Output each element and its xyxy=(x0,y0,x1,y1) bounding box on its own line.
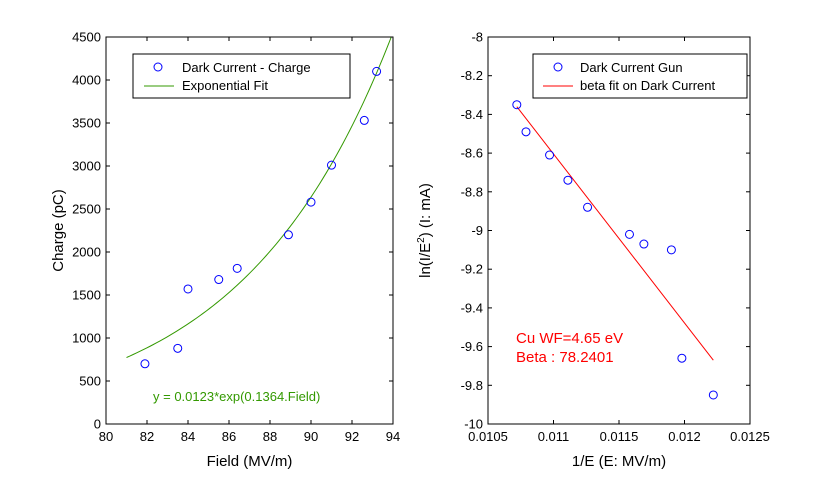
left-x-axis-label: Field (MV/m) xyxy=(207,453,293,470)
fit-line xyxy=(516,106,714,361)
right-plot-frame xyxy=(487,36,751,425)
left-legend: Dark Current - Charge Exponential Fit xyxy=(132,53,351,99)
right-y-tick-label: -9.2 xyxy=(461,262,483,277)
right-y-tick-label: -8.2 xyxy=(461,68,483,83)
right-fit-line xyxy=(516,106,714,361)
data-point xyxy=(521,127,531,137)
left-legend-label-charge: Dark Current - Charge xyxy=(182,60,311,75)
left-y-tick-label: 0 xyxy=(94,417,101,432)
fit-line xyxy=(126,36,392,358)
right-legend-marker xyxy=(553,62,563,72)
left-y-tick-label: 500 xyxy=(79,374,101,389)
left-y-tick-label: 4000 xyxy=(72,73,101,88)
right-y-tick-labels: -10 -9.8 -9.6 -9.4 -9.2 -9 -8.8 -8.6 -8.… xyxy=(461,30,483,432)
right-annotation-work-function: Cu WF=4.65 eV xyxy=(516,330,623,347)
left-chart: 80 82 84 86 88 90 92 94 0 500 1000 1500 … xyxy=(50,30,400,471)
left-legend-marker xyxy=(153,62,163,72)
right-y-axis-label-part: ln(I/E xyxy=(417,243,434,278)
data-point xyxy=(624,229,634,239)
left-fit-line xyxy=(126,36,392,358)
left-y-axis-label: Charge (pC) xyxy=(50,189,67,272)
data-point xyxy=(283,230,293,240)
right-x-tick-labels: 0.0105 0.011 0.0115 0.012 0.0125 xyxy=(468,429,770,444)
right-y-tick-label: -9.4 xyxy=(461,300,483,315)
data-point xyxy=(666,245,676,255)
data-point xyxy=(140,359,150,369)
right-y-tick-label: -10 xyxy=(464,417,483,432)
left-legend-label-fit: Exponential Fit xyxy=(182,78,268,93)
right-annotation-beta: Beta : 78.2401 xyxy=(516,349,614,366)
left-x-tick-label: 94 xyxy=(386,429,400,444)
right-legend-label-data: Dark Current Gun xyxy=(580,60,683,75)
left-x-tick-label: 90 xyxy=(304,429,318,444)
left-x-tick-label: 92 xyxy=(345,429,359,444)
left-y-tick-label: 3000 xyxy=(72,159,101,174)
data-point xyxy=(173,343,183,353)
data-point xyxy=(512,100,522,110)
data-point xyxy=(183,284,193,294)
right-y-axis-label: ln(I/E2) (I: mA) xyxy=(416,183,434,278)
data-point xyxy=(677,353,687,363)
left-y-tick-label: 1000 xyxy=(72,331,101,346)
data-point xyxy=(306,197,316,207)
data-point xyxy=(583,202,593,212)
data-point xyxy=(232,263,242,273)
right-legend: Dark Current Gun beta fit on Dark Curren… xyxy=(532,53,748,99)
data-point xyxy=(327,160,336,170)
left-y-tick-label: 4500 xyxy=(72,30,101,45)
right-x-tick-label: 0.0125 xyxy=(730,429,770,444)
left-x-tick-label: 88 xyxy=(263,429,277,444)
right-chart: 0.0105 0.011 0.0115 0.012 0.0125 -10 -9.… xyxy=(416,30,770,471)
left-y-tick-label: 1500 xyxy=(72,288,101,303)
right-legend-label-fit: beta fit on Dark Current xyxy=(580,78,716,93)
right-y-axis-label-superscript: 2 xyxy=(416,237,427,243)
data-point xyxy=(372,66,382,76)
data-point xyxy=(563,175,573,185)
right-y-axis-label-part: ) (I: mA) xyxy=(417,183,434,237)
data-point xyxy=(359,115,369,125)
right-y-tick-label: -9.8 xyxy=(461,378,483,393)
right-y-tick-label: -8.8 xyxy=(461,184,483,199)
right-plot-background xyxy=(488,37,750,424)
data-point xyxy=(545,150,555,160)
left-legend-box xyxy=(132,53,351,99)
left-x-tick-label: 82 xyxy=(140,429,154,444)
left-y-tick-label: 2000 xyxy=(72,245,101,260)
left-plot-frame xyxy=(105,36,394,425)
left-plot-background xyxy=(106,37,393,424)
right-y-tick-label: -8.4 xyxy=(461,107,483,122)
right-y-tick-label: -8 xyxy=(471,30,483,45)
right-y-tick-label: -9.6 xyxy=(461,339,483,354)
data-point xyxy=(639,239,649,249)
right-x-tick-label: 0.012 xyxy=(668,429,701,444)
right-x-axis-label: 1/E (E: MV/m) xyxy=(572,453,666,470)
right-x-tick-label: 0.0105 xyxy=(468,429,508,444)
left-fit-equation: y = 0.0123*exp(0.1364.Field) xyxy=(153,389,320,404)
left-x-tick-labels: 80 82 84 86 88 90 92 94 xyxy=(99,429,400,444)
right-legend-box xyxy=(532,53,748,99)
left-data-points xyxy=(140,66,382,369)
data-point xyxy=(708,390,718,400)
data-point xyxy=(214,275,224,285)
right-x-tick-label: 0.011 xyxy=(538,429,570,444)
left-x-tick-label: 84 xyxy=(181,429,195,444)
left-x-tick-label: 80 xyxy=(99,429,113,444)
right-x-tick-label: 0.0115 xyxy=(600,429,639,444)
right-y-tick-label: -9 xyxy=(471,223,483,238)
left-x-tick-label: 86 xyxy=(222,429,236,444)
left-y-tick-label: 3500 xyxy=(72,116,101,131)
left-y-tick-label: 2500 xyxy=(72,202,101,217)
left-y-tick-labels: 0 500 1000 1500 2000 2500 3000 3500 4000… xyxy=(72,30,101,432)
right-y-tick-label: -8.6 xyxy=(461,146,483,161)
right-data-points xyxy=(512,100,718,400)
